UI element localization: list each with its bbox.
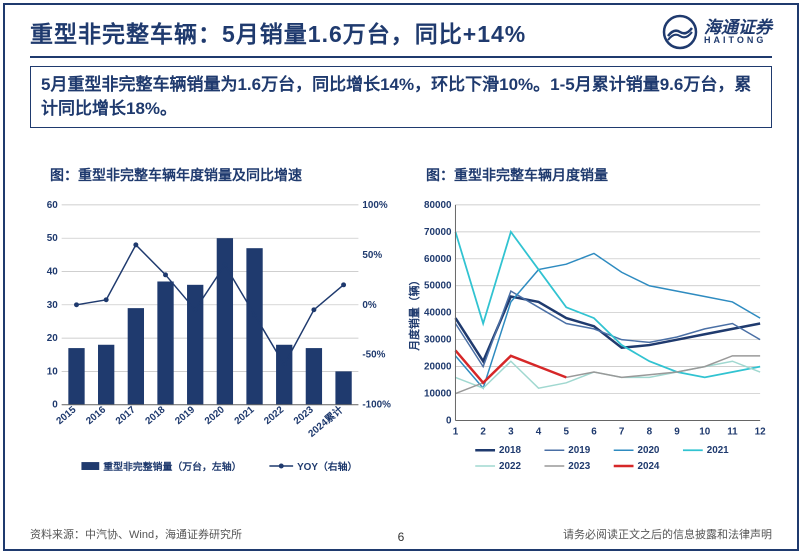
svg-text:2024: 2024 [637, 461, 659, 472]
svg-text:12: 12 [755, 426, 766, 437]
svg-text:1: 1 [453, 426, 459, 437]
company-logo: 海通证券 HAITONG [662, 14, 772, 50]
chart-left-svg: 0 10 20 30 40 50 60 -100% -50% 0% 50% 100% 20152016 2… [30, 195, 396, 482]
svg-text:2022: 2022 [262, 404, 286, 427]
page-title: 重型非完整车辆：5月销量1.6万台，同比+14% [30, 15, 526, 49]
svg-text:2015: 2015 [55, 404, 79, 427]
chart-left-title: 图：重型非完整车辆年度销量及同比增速 [50, 165, 396, 185]
svg-text:2019: 2019 [568, 445, 590, 456]
svg-text:2017: 2017 [114, 404, 138, 427]
svg-text:11: 11 [727, 426, 738, 437]
svg-text:20: 20 [47, 333, 58, 344]
svg-text:0%: 0% [362, 300, 376, 311]
frame-border [797, 3, 799, 551]
svg-text:10000: 10000 [424, 389, 452, 400]
chart-right-svg: 0 10000 20000 30000 40000 50000 60000 70000 8000… [406, 195, 772, 482]
svg-text:6: 6 [591, 426, 597, 437]
svg-text:2022: 2022 [499, 461, 521, 472]
svg-text:0: 0 [446, 415, 452, 426]
svg-text:70000: 70000 [424, 227, 452, 238]
svg-text:30: 30 [47, 300, 58, 311]
svg-text:-100%: -100% [362, 400, 391, 411]
svg-text:10: 10 [699, 426, 710, 437]
svg-text:8: 8 [647, 426, 653, 437]
svg-text:2020: 2020 [637, 445, 659, 456]
chart-right-title: 图：重型非完整车辆月度销量 [426, 165, 772, 185]
page-number: 6 [398, 530, 405, 544]
svg-text:10: 10 [47, 366, 58, 377]
frame-border [3, 3, 799, 5]
svg-text:50%: 50% [362, 250, 382, 261]
svg-text:2016: 2016 [84, 404, 108, 427]
svg-text:2020: 2020 [203, 404, 227, 427]
svg-text:2021: 2021 [707, 445, 729, 456]
svg-text:重型非完整销量（万台，左轴）: 重型非完整销量（万台，左轴） [103, 460, 241, 473]
logo-icon [662, 14, 698, 50]
svg-text:20000: 20000 [424, 362, 452, 373]
svg-text:-50%: -50% [362, 350, 385, 361]
svg-text:40000: 40000 [424, 308, 452, 319]
svg-text:60: 60 [47, 200, 58, 211]
svg-text:2019: 2019 [173, 404, 197, 427]
svg-text:2018: 2018 [499, 445, 521, 456]
logo-text-cn: 海通证券 [704, 19, 772, 36]
source-text: 资料来源：中汽协、Wind，海通证券研究所 [30, 526, 242, 542]
chart-left-panel: 图：重型非完整车辆年度销量及同比增速 0 10 20 30 40 50 60 -100% -50… [30, 165, 396, 504]
logo-text-en: HAITONG [704, 36, 772, 45]
svg-text:50: 50 [47, 233, 58, 244]
summary-box: 5月重型非完整车辆销量为1.6万台，同比增长14%，环比下滑10%。1-5月累计… [30, 66, 772, 128]
svg-text:50000: 50000 [424, 281, 452, 292]
svg-text:月度销量（辆）: 月度销量（辆） [407, 275, 421, 352]
frame-border [3, 3, 5, 551]
svg-text:4: 4 [536, 426, 542, 437]
svg-text:0: 0 [52, 400, 58, 411]
frame-border [3, 549, 799, 551]
svg-text:2: 2 [480, 426, 486, 437]
header: 重型非完整车辆：5月销量1.6万台，同比+14% 海通证券 HAITONG [30, 14, 772, 58]
svg-text:80000: 80000 [424, 200, 452, 211]
chart-right-panel: 图：重型非完整车辆月度销量 0 10000 20000 30000 40000 50000… [406, 165, 772, 504]
svg-text:2018: 2018 [144, 404, 168, 427]
svg-text:60000: 60000 [424, 254, 452, 265]
svg-text:2023: 2023 [568, 461, 590, 472]
svg-text:40: 40 [47, 266, 58, 277]
disclaimer-text: 请务必阅读正文之后的信息披露和法律声明 [563, 526, 772, 542]
svg-text:30000: 30000 [424, 335, 452, 346]
svg-text:2023: 2023 [292, 404, 316, 427]
svg-text:YOY（右轴）: YOY（右轴） [297, 460, 357, 473]
svg-text:2021: 2021 [233, 404, 257, 427]
chart-area: 图：重型非完整车辆年度销量及同比增速 0102030405060-100%-50… [30, 165, 772, 504]
svg-text:3: 3 [508, 426, 514, 437]
svg-text:9: 9 [674, 426, 680, 437]
svg-text:100%: 100% [362, 200, 387, 211]
svg-text:5: 5 [563, 426, 569, 437]
svg-text:7: 7 [619, 426, 625, 437]
